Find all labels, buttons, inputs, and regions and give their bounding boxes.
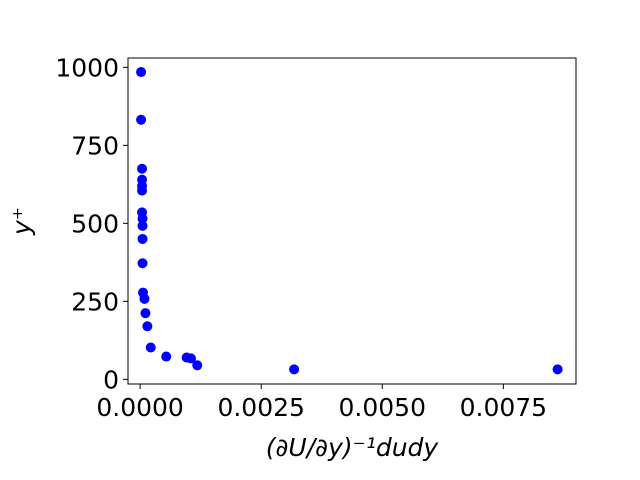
data-point xyxy=(137,258,148,269)
data-point xyxy=(142,321,153,332)
y-tick-label: 250 xyxy=(71,287,119,316)
x-axis-label: (∂U/∂y)⁻¹dudy xyxy=(266,433,440,462)
x-tick-label: 0.0000 xyxy=(96,393,183,422)
data-point xyxy=(185,353,196,364)
x-tick-label: 0.0025 xyxy=(217,393,304,422)
data-point xyxy=(137,213,148,224)
data-point xyxy=(289,364,300,375)
data-point xyxy=(192,360,203,371)
data-point xyxy=(140,308,151,319)
plot-frame xyxy=(127,57,577,385)
data-point xyxy=(161,351,172,362)
plot-background xyxy=(128,58,576,384)
y-tick-label: 1000 xyxy=(55,53,119,82)
data-point xyxy=(137,163,148,174)
y-tick-label: 0 xyxy=(103,365,119,394)
data-point xyxy=(136,114,147,125)
y-tick-label: 750 xyxy=(71,131,119,160)
y-axis-ticks: 0 250 500 750 1000 xyxy=(55,53,128,394)
x-axis-ticks: 0.0000 0.0025 0.0050 0.0075 xyxy=(96,384,547,422)
data-point xyxy=(145,342,156,353)
data-point xyxy=(137,185,148,196)
x-tick-label: 0.0050 xyxy=(339,393,426,422)
data-point xyxy=(139,293,150,304)
data-point xyxy=(137,233,148,244)
data-points xyxy=(136,67,563,375)
y-tick-label: 500 xyxy=(71,209,119,238)
data-point xyxy=(136,67,147,78)
data-point xyxy=(137,220,148,231)
x-tick-label: 0.0075 xyxy=(460,393,547,422)
data-point xyxy=(552,364,563,375)
y-axis-label: y⁺ xyxy=(7,207,36,236)
